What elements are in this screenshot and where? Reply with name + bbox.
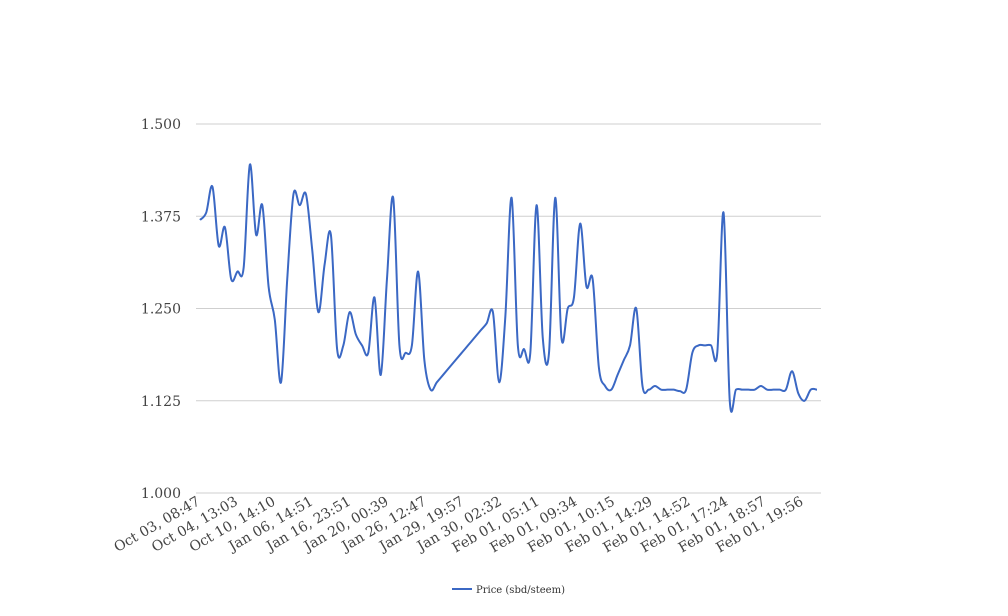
y-tick-label: 1.375 (141, 209, 181, 225)
legend[interactable]: Price (sbd/steem) (452, 585, 565, 596)
y-tick-label: 1.125 (141, 394, 181, 410)
legend-label-price: Price (sbd/steem) (476, 585, 565, 596)
grid-lines (196, 123, 821, 494)
y-tick-label: 1.250 (141, 302, 181, 318)
y-tick-label: 1.000 (141, 486, 181, 502)
y-axis-ticks: 1.000 1.125 1.250 1.375 1.500 (141, 117, 181, 502)
series-line-0 (199, 163, 818, 413)
series-layer (199, 163, 818, 413)
y-tick-label: 1.500 (141, 117, 181, 133)
